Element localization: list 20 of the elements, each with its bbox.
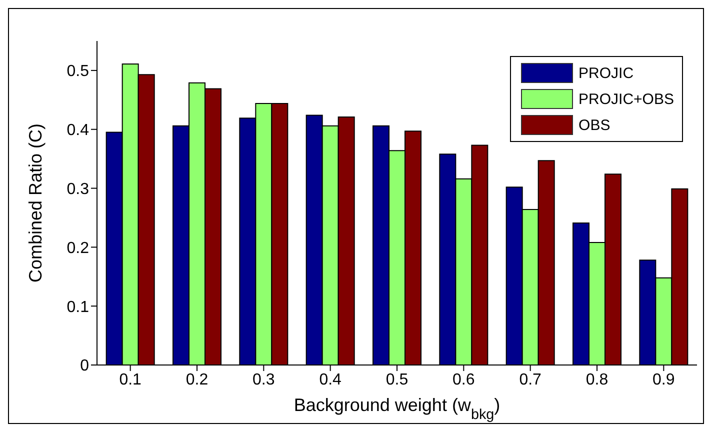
y-tick-label: 0.4 <box>66 122 90 140</box>
y-tick-label: 0.5 <box>66 63 90 80</box>
x-tick-label: 0.3 <box>252 371 275 388</box>
legend-label: PROJIC <box>578 64 634 82</box>
x-axis-title: Background weight (w$_{bkg}$) <box>294 395 500 423</box>
legend-label: PROJIC+OBS <box>578 90 674 108</box>
x-tick-label: 0.6 <box>452 371 475 388</box>
x-tick-label: 0.8 <box>586 371 608 388</box>
y-tick-label: 0.1 <box>66 298 90 316</box>
y-tick-label: 0.3 <box>66 180 90 198</box>
x-tick-label: 0.1 <box>119 371 142 388</box>
y-tick-label: 0.2 <box>66 240 90 257</box>
y-axis-title: Combined Ratio (C) <box>25 123 46 283</box>
y-tick-label: 0 <box>80 358 90 375</box>
legend-label: OBS <box>578 116 610 134</box>
x-tick-label: 0.9 <box>652 371 675 388</box>
x-tick-label: 0.2 <box>186 371 208 388</box>
x-tick-label: 0.4 <box>319 371 342 388</box>
x-tick-label: 0.7 <box>519 371 542 388</box>
x-tick-label: 0.5 <box>386 371 408 388</box>
